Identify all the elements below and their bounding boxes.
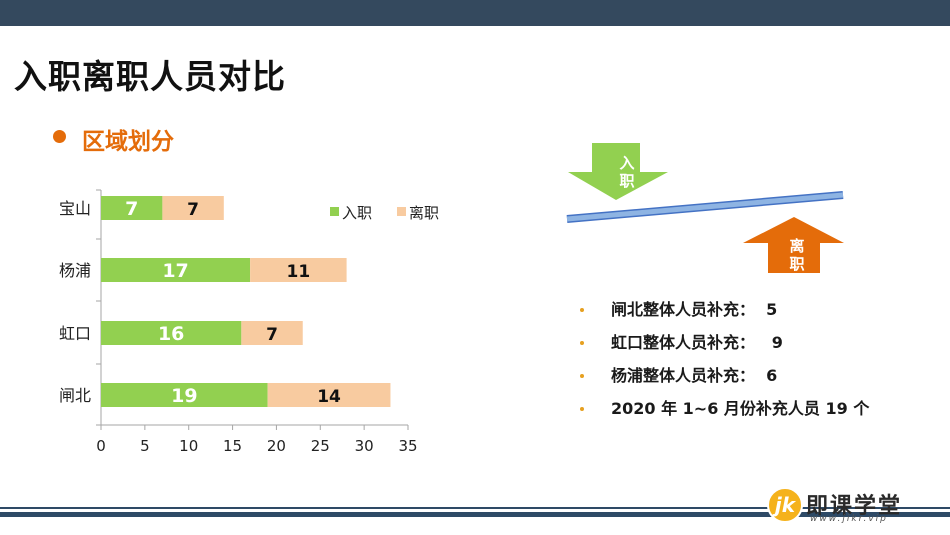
x-tick-label: 0 [96, 437, 106, 455]
entry-arrow-label: 入 [619, 154, 634, 172]
data-label-exit: 14 [317, 387, 341, 407]
data-label-entry: 19 [171, 385, 197, 407]
summary-text: 杨浦整体人员补充： 6 [611, 366, 778, 385]
bar-exit [267, 383, 391, 407]
legend-swatch [397, 207, 406, 216]
bar-entry [101, 321, 242, 345]
data-label-entry: 7 [125, 198, 138, 220]
exit-arrow-label: 职 [789, 255, 804, 273]
summary-text: 闸北整体人员补充： 5 [611, 300, 778, 319]
bullet-dot-icon [580, 407, 584, 411]
brand-logo-icon: jk [767, 487, 803, 523]
summary-item: 杨浦整体人员补充： 6 [580, 364, 869, 397]
exit-arrow-up [743, 217, 844, 273]
bullet-dot-icon [580, 308, 584, 312]
category-label: 杨浦 [59, 261, 91, 280]
summary-item: 虹口整体人员补充： 9 [580, 331, 869, 364]
bar-exit [241, 321, 303, 345]
data-label-entry: 16 [158, 323, 184, 345]
x-tick-label: 30 [355, 437, 374, 455]
legend-swatch [330, 207, 339, 216]
bar-entry [101, 196, 163, 220]
section-bullet-icon [53, 130, 66, 143]
data-label-entry: 17 [162, 260, 188, 282]
category-label: 虹口 [59, 324, 91, 343]
legend-label: 入职 [342, 204, 372, 222]
x-tick-label: 20 [267, 437, 286, 455]
category-label: 闸北 [59, 386, 91, 405]
summary-item: 闸北整体人员补充： 5 [580, 298, 869, 331]
brand-url: www.jikr.vip [810, 514, 888, 524]
logo-mark: jk [774, 493, 796, 517]
footer-bar [0, 512, 950, 517]
section-title: 区域划分 [82, 129, 174, 155]
entry-arrow-down [568, 143, 668, 200]
category-label: 宝山 [59, 199, 91, 218]
header-bar [0, 0, 950, 26]
legend-label: 离职 [409, 204, 439, 222]
bar-exit [250, 258, 347, 282]
bar-entry [101, 258, 251, 282]
seesaw-beam [566, 192, 844, 222]
x-tick-label: 15 [223, 437, 242, 455]
bar-entry [101, 383, 268, 407]
data-label-exit: 11 [287, 262, 311, 282]
exit-arrow-label: 离 [789, 237, 804, 255]
summary-item: 2020 年 1~6 月份补充人员 19 个 [580, 397, 869, 430]
summary-text: 2020 年 1~6 月份补充人员 19 个 [611, 399, 870, 418]
footer-divider [0, 507, 950, 509]
summary-list: 闸北整体人员补充： 5 虹口整体人员补充： 9 杨浦整体人员补充： 6 2020… [580, 298, 869, 430]
x-tick-label: 10 [179, 437, 198, 455]
data-label-exit: 7 [187, 200, 199, 220]
x-tick-label: 35 [398, 437, 417, 455]
x-tick-label: 5 [140, 437, 150, 455]
brand-name: 即课学堂 [806, 494, 903, 519]
summary-text: 虹口整体人员补充： 9 [611, 333, 783, 352]
data-label-exit: 7 [266, 325, 278, 345]
entry-arrow-label: 职 [619, 172, 634, 190]
page-title: 入职离职人员对比 [14, 57, 286, 96]
bar-exit [162, 196, 224, 220]
bullet-dot-icon [580, 374, 584, 378]
bullet-dot-icon [580, 341, 584, 345]
x-tick-label: 25 [311, 437, 330, 455]
